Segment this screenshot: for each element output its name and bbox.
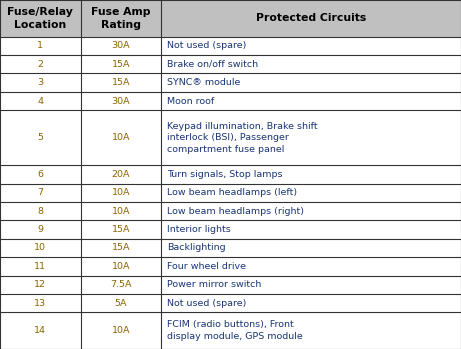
Text: Not used (spare): Not used (spare) xyxy=(167,299,246,307)
Text: 10A: 10A xyxy=(112,326,130,335)
Text: 4: 4 xyxy=(37,97,43,105)
Text: 20A: 20A xyxy=(112,170,130,179)
Bar xyxy=(0,202,461,221)
Bar xyxy=(0,312,461,349)
Bar xyxy=(0,221,461,239)
Text: 10A: 10A xyxy=(112,188,130,198)
Bar xyxy=(0,37,461,55)
Text: Power mirror switch: Power mirror switch xyxy=(167,280,261,289)
Text: 13: 13 xyxy=(34,299,47,307)
Text: Brake on/off switch: Brake on/off switch xyxy=(167,60,258,69)
Text: Moon roof: Moon roof xyxy=(167,97,214,105)
Text: 15A: 15A xyxy=(112,225,130,234)
Text: 7: 7 xyxy=(37,188,43,198)
Bar xyxy=(0,92,461,110)
Text: 30A: 30A xyxy=(112,97,130,105)
Text: Interior lights: Interior lights xyxy=(167,225,230,234)
Text: Not used (spare): Not used (spare) xyxy=(167,42,246,50)
Text: 10A: 10A xyxy=(112,207,130,216)
Text: 10A: 10A xyxy=(112,133,130,142)
Text: 11: 11 xyxy=(34,262,47,271)
Text: 30A: 30A xyxy=(112,42,130,50)
Bar xyxy=(0,165,461,184)
Text: 10A: 10A xyxy=(112,262,130,271)
Text: SYNC® module: SYNC® module xyxy=(167,78,240,87)
Text: 14: 14 xyxy=(34,326,47,335)
Bar xyxy=(0,239,461,257)
Text: 5: 5 xyxy=(37,133,43,142)
Text: 6: 6 xyxy=(37,170,43,179)
Text: 2: 2 xyxy=(37,60,43,69)
Text: Low beam headlamps (left): Low beam headlamps (left) xyxy=(167,188,297,198)
Text: Low beam headlamps (right): Low beam headlamps (right) xyxy=(167,207,304,216)
Bar xyxy=(0,184,461,202)
Bar xyxy=(0,74,461,92)
Text: Backlighting: Backlighting xyxy=(167,244,225,252)
Bar xyxy=(0,55,461,74)
Text: 8: 8 xyxy=(37,207,43,216)
Bar xyxy=(0,294,461,312)
Text: 10: 10 xyxy=(34,244,47,252)
Text: 1: 1 xyxy=(37,42,43,50)
Text: Keypad illumination, Brake shift
interlock (BSI), Passenger
compartment fuse pan: Keypad illumination, Brake shift interlo… xyxy=(167,122,318,154)
Text: 12: 12 xyxy=(34,280,47,289)
Text: FCIM (radio buttons), Front
display module, GPS module: FCIM (radio buttons), Front display modu… xyxy=(167,320,302,341)
Bar xyxy=(0,275,461,294)
Text: 9: 9 xyxy=(37,225,43,234)
Text: Four wheel drive: Four wheel drive xyxy=(167,262,246,271)
Bar xyxy=(0,110,461,165)
Text: 15A: 15A xyxy=(112,78,130,87)
Bar xyxy=(0,0,461,37)
Text: Fuse Amp
Rating: Fuse Amp Rating xyxy=(91,7,151,30)
Text: 7.5A: 7.5A xyxy=(110,280,132,289)
Text: 3: 3 xyxy=(37,78,43,87)
Text: 5A: 5A xyxy=(115,299,127,307)
Text: Turn signals, Stop lamps: Turn signals, Stop lamps xyxy=(167,170,283,179)
Bar xyxy=(0,257,461,275)
Text: Protected Circuits: Protected Circuits xyxy=(256,13,366,23)
Text: 15A: 15A xyxy=(112,244,130,252)
Text: Fuse/Relay
Location: Fuse/Relay Location xyxy=(7,7,73,30)
Text: 15A: 15A xyxy=(112,60,130,69)
